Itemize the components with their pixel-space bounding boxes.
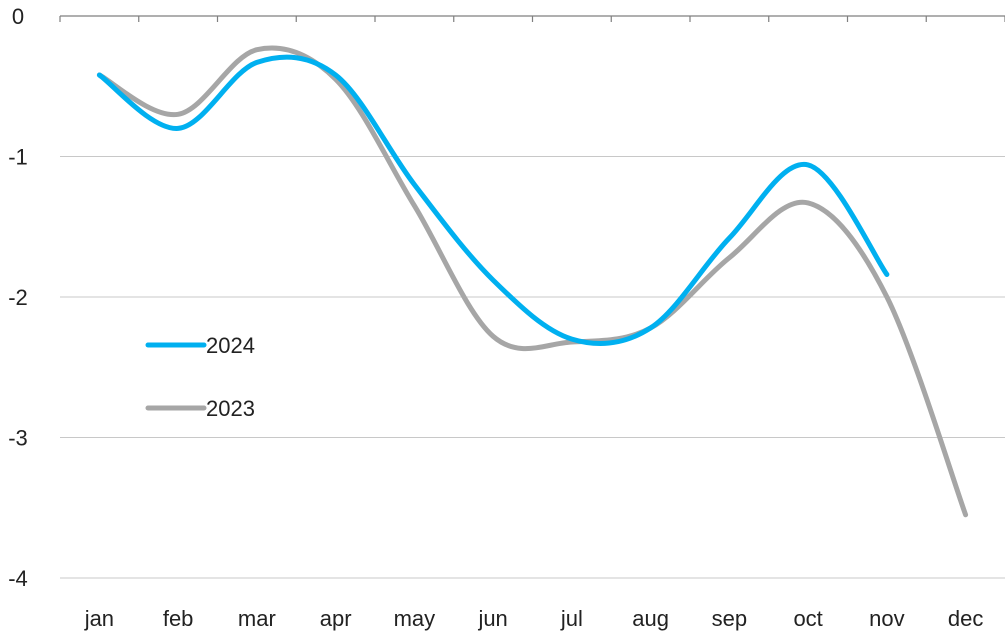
y-tick-labels: 0 -1 -2 -3 -4 [8,4,28,591]
x-tick-label: sep [712,606,747,631]
x-tick-label: nov [869,606,904,631]
legend-item-2023: 2023 [145,396,255,421]
legend-item-2024: 2024 [145,333,255,358]
x-tick-label: jan [84,606,114,631]
x-tick-label: feb [163,606,194,631]
series-line-2024 [96,54,890,346]
x-tick-label: oct [793,606,822,631]
x-tick-label: aug [632,606,669,631]
legend-label: 2024 [206,333,255,358]
x-tick-label: dec [948,606,983,631]
y-tick-label: -2 [8,285,28,310]
legend-label: 2023 [206,396,255,421]
legend: 2024 2023 [145,333,255,421]
x-tick-label: apr [320,606,352,631]
y-tick-label: 0 [12,4,24,29]
x-tick-label: jun [477,606,507,631]
series-line-2023 [96,45,969,518]
x-tick-label: may [394,606,436,631]
x-tick-labels: jan feb mar apr may jun jul aug sep oct nov dec [84,606,984,631]
x-axis [59,15,1005,22]
y-tick-label: -4 [8,566,28,591]
y-tick-label: -1 [8,145,28,170]
x-tick-label: mar [238,606,276,631]
y-tick-label: -3 [8,426,28,451]
gridlines [60,156,1005,579]
x-tick-label: jul [560,606,583,631]
series-lines [96,45,969,518]
